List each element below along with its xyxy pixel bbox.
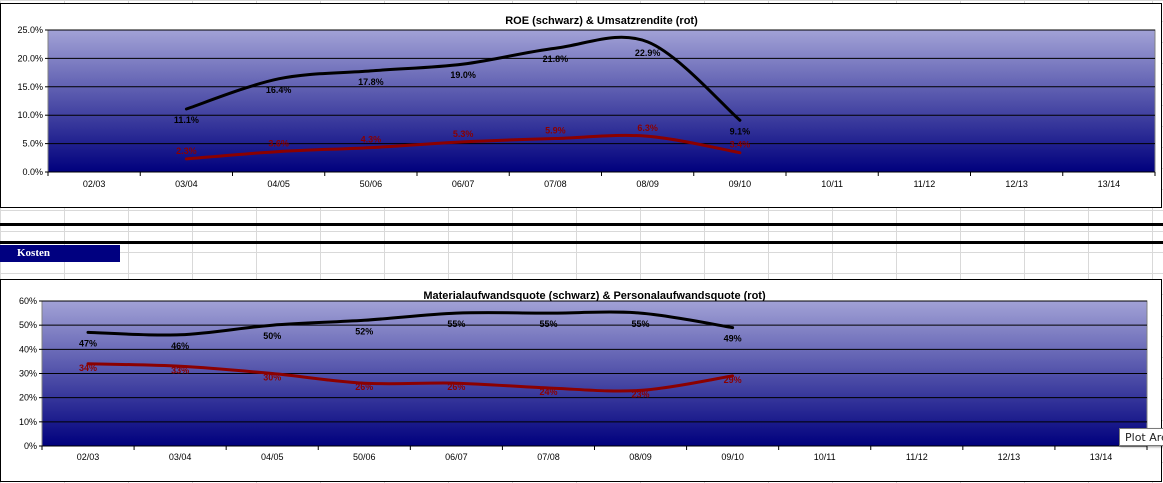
data-label-black: 46% (171, 341, 189, 351)
y-tick-label: 20.0% (17, 53, 43, 63)
roe-chart[interactable]: ROE (schwarz) & Umsatzrendite (rot) 0.0% 5… (0, 3, 1162, 208)
data-label-black: 52% (355, 326, 373, 336)
x-tick-label: 09/10 (729, 179, 752, 189)
x-tick-label: 13/14 (1090, 452, 1113, 462)
y-tick-label: 50% (19, 320, 37, 330)
y-tick-label: 10.0% (17, 110, 43, 120)
y-tick-label: 10% (19, 417, 37, 427)
x-tick-label: 12/13 (998, 452, 1021, 462)
x-tick-label: 06/07 (452, 179, 475, 189)
plot-area[interactable] (47, 29, 1156, 173)
y-tick-label: 25.0% (17, 25, 43, 35)
data-label-red: 24% (539, 387, 557, 397)
cost-ratio-chart-svg: Materialaufwandsquote (schwarz) & Person… (19, 290, 1148, 462)
cost-ratio-chart[interactable]: Materialaufwandsquote (schwarz) & Person… (0, 279, 1162, 482)
y-tick-label: 5.0% (22, 139, 43, 149)
data-label-red: 2.3% (176, 146, 197, 156)
data-label-black: 50% (263, 331, 281, 341)
x-tick-label: 03/04 (175, 179, 198, 189)
data-label-black: 16.4% (266, 85, 292, 95)
x-tick-label: 10/11 (821, 179, 843, 189)
x-tick-label: 11/12 (913, 179, 935, 189)
data-label-black: 55% (539, 319, 557, 329)
data-label-red: 26% (355, 382, 373, 392)
data-label-red: 3.6% (268, 139, 289, 149)
section-label-kosten[interactable]: Kosten (0, 245, 120, 262)
y-tick-label: 15.0% (17, 82, 43, 92)
y-tick-label: 40% (19, 344, 37, 354)
x-tick-label: 09/10 (721, 452, 744, 462)
x-tick-label: 13/14 (1098, 179, 1121, 189)
data-label-red: 23% (632, 389, 650, 399)
roe-chart-svg: ROE (schwarz) & Umsatzrendite (rot) 0.0% 5… (17, 15, 1156, 189)
x-tick-label: 11/12 (906, 452, 928, 462)
x-tick-label: 07/08 (537, 452, 560, 462)
data-label-black: 19.0% (450, 70, 476, 80)
data-label-black: 55% (447, 319, 465, 329)
plot-area-tooltip: Plot Area (1119, 428, 1163, 446)
data-label-black: 17.8% (358, 77, 384, 87)
data-label-red: 30% (263, 373, 281, 383)
x-tick-label: 08/09 (629, 452, 652, 462)
series-line-red[interactable] (86, 362, 735, 393)
separator-line (0, 241, 1163, 244)
x-tick-label: 04/05 (267, 179, 290, 189)
data-label-red: 4.3% (361, 135, 382, 145)
x-tick-label: 06/07 (445, 452, 468, 462)
x-tick-label: 07/08 (544, 179, 567, 189)
x-tick-label: 03/04 (169, 452, 192, 462)
data-label-red: 5.3% (453, 129, 474, 139)
data-label-red: 26% (447, 382, 465, 392)
chart-title: Materialaufwandsquote (schwarz) & Person… (423, 290, 766, 302)
x-tick-label: 02/03 (77, 452, 100, 462)
x-tick-label: 02/03 (83, 179, 106, 189)
data-label-black: 21.8% (543, 54, 569, 64)
series-line-red[interactable] (184, 133, 742, 161)
x-tick-label: 10/11 (814, 452, 836, 462)
data-label-black: 11.1% (174, 115, 199, 125)
data-label-red: 3.4% (730, 140, 751, 150)
x-tick-label: 50/06 (360, 179, 383, 189)
x-tick-label: 12/13 (1005, 179, 1028, 189)
series-line-black[interactable] (184, 35, 742, 122)
data-label-red: 5.9% (545, 125, 566, 135)
data-label-black: 49% (724, 334, 742, 344)
y-tick-label: 60% (19, 296, 37, 306)
y-tick-label: 0.0% (22, 167, 43, 177)
data-label-red: 29% (724, 375, 742, 385)
y-tick-label: 20% (19, 393, 37, 403)
data-label-black: 55% (632, 319, 650, 329)
data-label-red: 6.3% (637, 123, 658, 133)
y-tick-label: 0% (24, 441, 37, 451)
series-line-black[interactable] (86, 310, 735, 337)
chart-title: ROE (schwarz) & Umsatzrendite (rot) (505, 15, 698, 27)
x-tick-label: 04/05 (261, 452, 284, 462)
x-tick-label: 50/06 (353, 452, 376, 462)
x-tick-label: 08/09 (636, 179, 659, 189)
y-tick-label: 30% (19, 369, 37, 379)
data-label-red: 34% (79, 363, 97, 373)
data-label-black: 22.9% (635, 48, 661, 58)
data-label-black: 9.1% (730, 126, 751, 136)
data-label-red: 33% (171, 365, 189, 375)
data-label-black: 47% (79, 338, 97, 348)
separator-line (0, 223, 1163, 226)
